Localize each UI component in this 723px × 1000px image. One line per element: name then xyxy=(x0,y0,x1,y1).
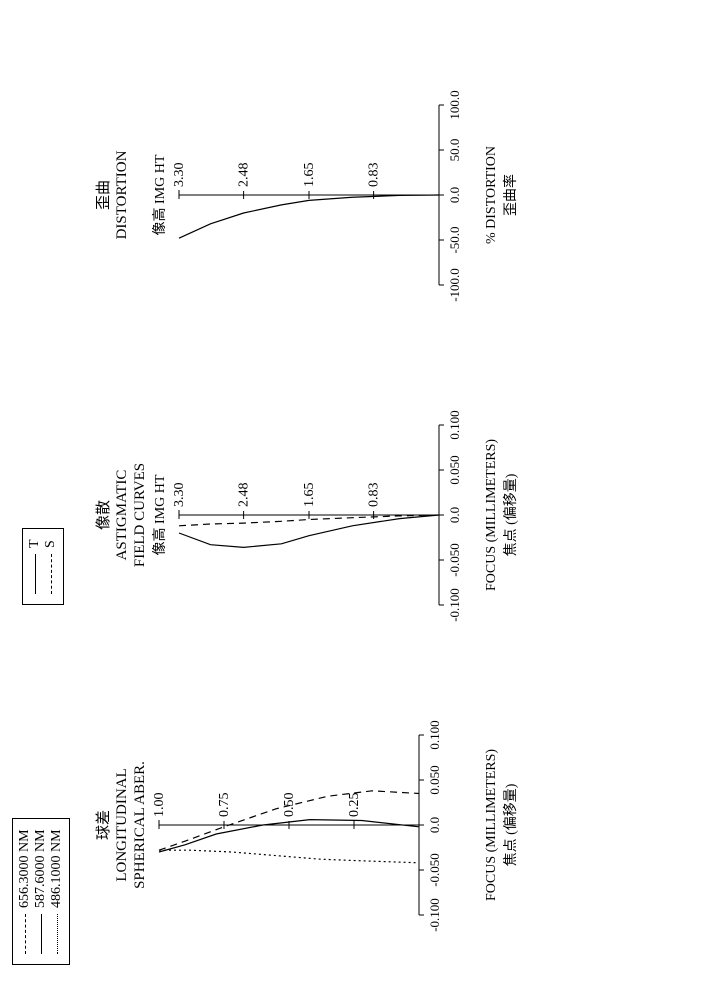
svg-text:-0.050: -0.050 xyxy=(427,853,442,887)
svg-text:-0.100: -0.100 xyxy=(447,588,462,622)
chart-title-cn: 像散 xyxy=(95,400,113,630)
svg-text:1.00: 1.00 xyxy=(152,793,167,818)
svg-text:0.050: 0.050 xyxy=(427,765,442,794)
svg-text:0.83: 0.83 xyxy=(367,163,382,188)
x-label-cn: 焦点 (偏移量) xyxy=(500,400,520,630)
solid-line-icon xyxy=(35,554,36,594)
chart-title-en: ASTIGMATIC xyxy=(113,400,131,630)
svg-text:50.0: 50.0 xyxy=(447,139,462,162)
panel-distortion: 歪曲 DISTORTION . 像高 IMG HT 3.302.481.650.… xyxy=(95,80,520,310)
legend-wavelengths: 656.3000 NM 587.6000 NM 486.1000 NM xyxy=(12,818,70,965)
svg-text:0.100: 0.100 xyxy=(427,720,442,749)
dot-line-icon xyxy=(57,914,58,954)
svg-text:0.0: 0.0 xyxy=(427,817,442,833)
chart-title-en2: SPHERICAL ABER. xyxy=(131,710,149,940)
legend-item: T xyxy=(27,539,43,594)
figure-canvas: 656.3000 NM 587.6000 NM 486.1000 NM T S … xyxy=(0,0,723,1000)
y-label: 像高 IMG HT xyxy=(149,80,169,310)
x-label-en: FOCUS (MILLIMETERS) xyxy=(484,400,500,630)
x-label-en: FOCUS (MILLIMETERS) xyxy=(484,710,500,940)
chart-title-en2: FIELD CURVES xyxy=(131,400,149,630)
dash-line-icon xyxy=(25,914,26,954)
legend-item: 656.3000 NM xyxy=(17,829,33,954)
svg-text:0.050: 0.050 xyxy=(447,455,462,484)
svg-text:-0.100: -0.100 xyxy=(427,898,442,932)
svg-text:1.65: 1.65 xyxy=(302,483,317,508)
svg-text:0.0: 0.0 xyxy=(447,507,462,523)
svg-text:0.83: 0.83 xyxy=(367,483,382,508)
legend-label: 656.3000 NM xyxy=(17,829,33,908)
legend-item: S xyxy=(43,539,59,594)
svg-text:1.65: 1.65 xyxy=(302,163,317,188)
svg-text:-50.0: -50.0 xyxy=(447,226,462,253)
chart-svg-distortion: 3.30 2.48 1.65 0.83 -100.0 -50.0 0.0 50.0 100.0 xyxy=(169,80,479,310)
chart-svg-astigmatism: 3.30 2.48 1.65 0.83 -0.100 -0.050 0.0 0.050 0.10… xyxy=(169,400,479,630)
legend-label: 486.1000 NM xyxy=(49,829,65,908)
chart-title-en: DISTORTION xyxy=(113,80,131,310)
legend-label: 587.6000 NM xyxy=(33,829,49,908)
svg-text:0.75: 0.75 xyxy=(217,793,232,818)
svg-text:0.50: 0.50 xyxy=(282,793,297,818)
svg-text:0.25: 0.25 xyxy=(347,793,362,818)
svg-text:3.30: 3.30 xyxy=(172,163,187,188)
svg-text:2.48: 2.48 xyxy=(237,163,252,188)
legend-item: 587.6000 NM xyxy=(33,829,49,954)
svg-text:3.30: 3.30 xyxy=(172,483,187,508)
svg-text:100.0: 100.0 xyxy=(447,90,462,119)
legend-label: T xyxy=(27,539,43,548)
y-label: 像高 IMG HT xyxy=(149,400,169,630)
x-label-cn: 焦点 (偏移量) xyxy=(500,710,520,940)
svg-text:0.0: 0.0 xyxy=(447,187,462,203)
panel-astigmatism: 像散 ASTIGMATIC FIELD CURVES 像高 IMG HT 3.3… xyxy=(95,400,520,630)
solid-line-icon xyxy=(41,914,42,954)
chart-svg-spherical: 1.00 0.75 0.50 0.25 -0.100 -0.050 0.0 0.050 0.10… xyxy=(149,710,479,940)
svg-text:-100.0: -100.0 xyxy=(447,268,462,302)
chart-title-cn: 球差 xyxy=(95,710,113,940)
x-label-en: % DISTORTION xyxy=(484,80,500,310)
svg-text:-0.050: -0.050 xyxy=(447,543,462,577)
legend-label: S xyxy=(43,540,59,548)
legend-ts: T S xyxy=(22,528,64,605)
chart-title-cn: 歪曲 xyxy=(95,80,113,310)
svg-text:2.48: 2.48 xyxy=(237,483,252,508)
legend-item: 486.1000 NM xyxy=(49,829,65,954)
x-label-cn: 歪曲率 xyxy=(500,80,520,310)
panel-spherical: 球差 LONGITUDINAL SPHERICAL ABER. 1.00 0.75… xyxy=(95,710,520,940)
dash-line-icon xyxy=(51,554,52,594)
chart-title-en: LONGITUDINAL xyxy=(113,710,131,940)
svg-text:0.100: 0.100 xyxy=(447,410,462,439)
